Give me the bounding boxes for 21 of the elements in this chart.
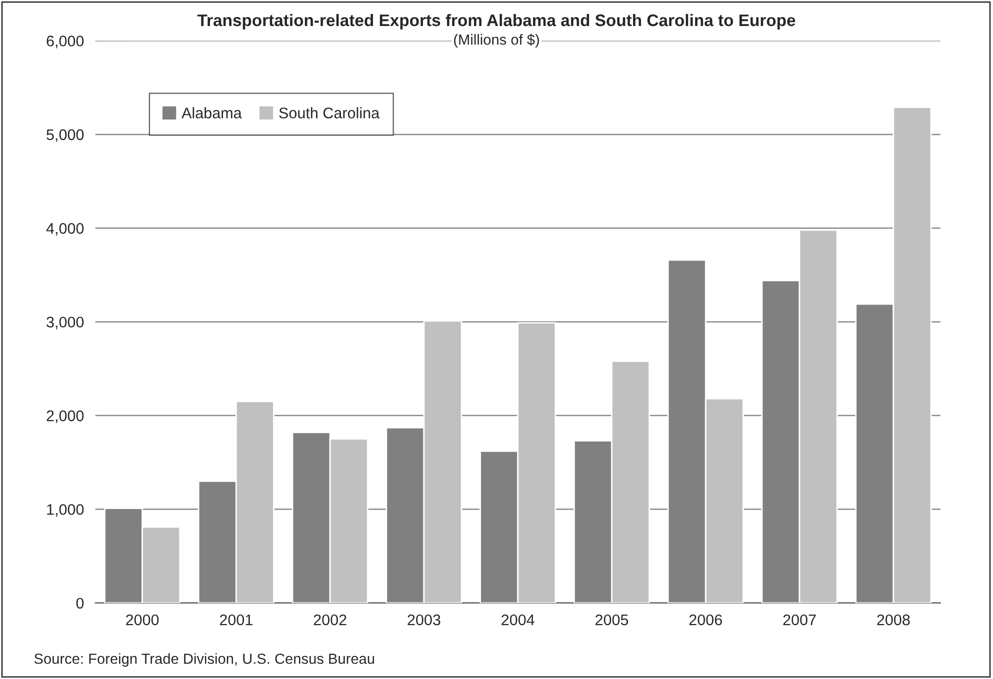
y-tick-label: 3,000: [46, 316, 84, 330]
legend-label: Alabama: [182, 107, 242, 118]
y-tick-label: 0: [76, 598, 84, 609]
y-tick-label: 1,000: [47, 504, 84, 517]
x-tick-label: 2000: [126, 614, 159, 626]
x-tick-label: 2007: [783, 614, 816, 626]
source-note: Source: Foreign Trade Division, U.S. Census Bureau: [34, 653, 374, 667]
y-tick-label: 5,000: [46, 129, 84, 142]
y-tick-label: 4,000: [46, 223, 84, 236]
x-tick-label: 2003: [408, 614, 440, 626]
x-tick-label: 2002: [314, 614, 346, 626]
chart-title: Transportation-related Exports from Alabama and South Carolina to Europe: [197, 14, 796, 30]
y-tick-label: 6,000: [46, 36, 84, 48]
x-tick-label: 2006: [689, 614, 722, 626]
x-tick-label: 2001: [220, 614, 252, 626]
x-tick-label: 2005: [596, 614, 628, 626]
y-tick-label: 2,000: [46, 410, 84, 424]
x-tick-label: 2004: [502, 614, 534, 626]
x-tick-label: 2008: [877, 614, 910, 626]
chart-subtitle: (Millions of $): [454, 34, 539, 48]
legend-label: South Carolina: [279, 107, 380, 118]
